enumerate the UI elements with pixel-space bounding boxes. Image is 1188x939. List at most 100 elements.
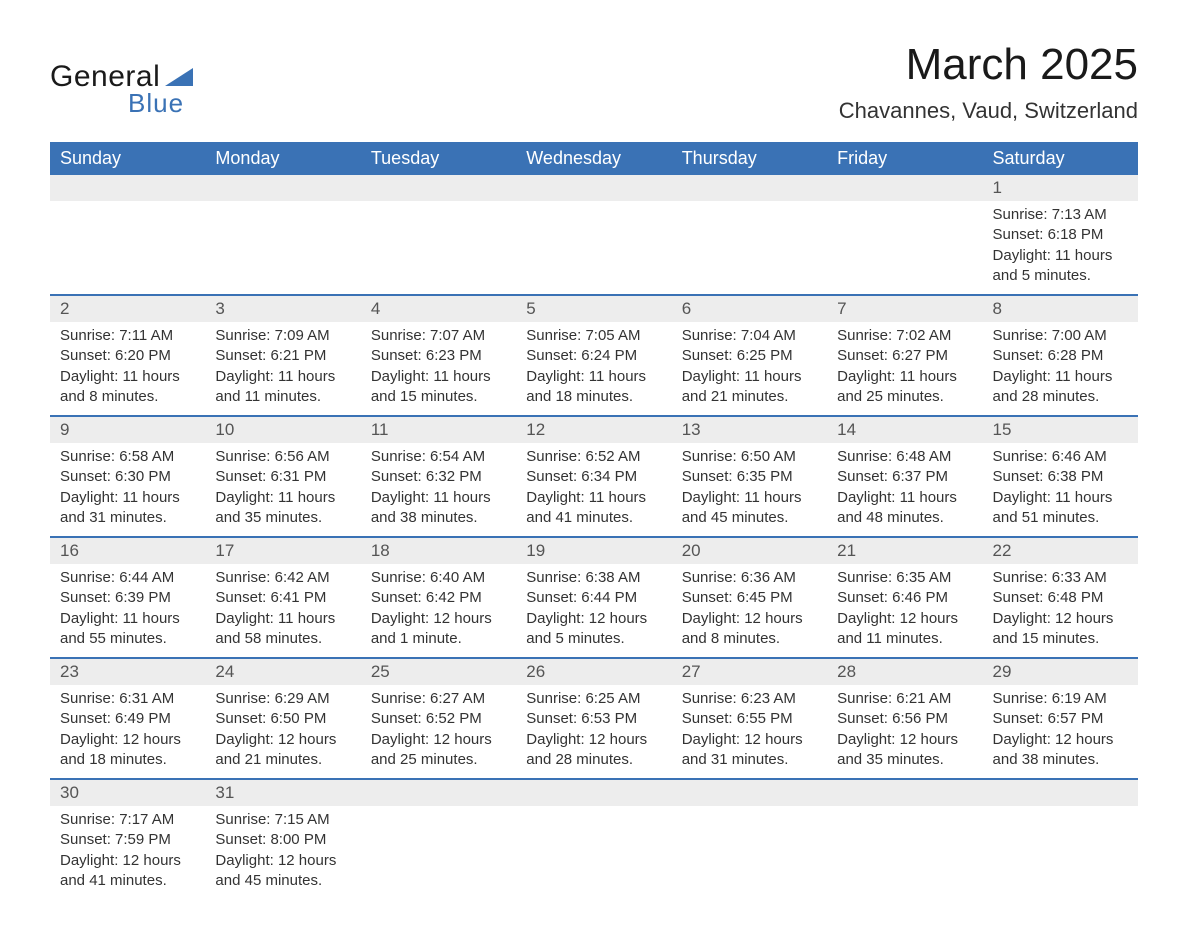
sunrise-text: Sunrise: 7:09 AM xyxy=(215,326,350,346)
sunset-text: Sunset: 6:45 PM xyxy=(682,588,817,608)
sunset-text: Sunset: 6:56 PM xyxy=(837,709,972,729)
day-number-cell: 3 xyxy=(205,295,360,322)
sunset-text: Sunset: 6:57 PM xyxy=(993,709,1128,729)
daylight-text: Daylight: 11 hours and 31 minutes. xyxy=(60,488,195,529)
day-number-cell: 13 xyxy=(672,416,827,443)
sunrise-text: Sunrise: 6:52 AM xyxy=(526,447,661,467)
sunrise-text: Sunrise: 7:05 AM xyxy=(526,326,661,346)
day-detail-cell xyxy=(672,806,827,899)
sunrise-text: Sunrise: 6:44 AM xyxy=(60,568,195,588)
sunset-text: Sunset: 6:42 PM xyxy=(371,588,506,608)
daylight-text: Daylight: 11 hours and 51 minutes. xyxy=(993,488,1128,529)
daylight-text: Daylight: 11 hours and 55 minutes. xyxy=(60,609,195,650)
day-detail-cell: Sunrise: 7:00 AMSunset: 6:28 PMDaylight:… xyxy=(983,322,1138,416)
header: General Blue March 2025 Chavannes, Vaud,… xyxy=(50,40,1138,124)
daylight-text: Daylight: 11 hours and 15 minutes. xyxy=(371,367,506,408)
day-detail-cell: Sunrise: 6:35 AMSunset: 6:46 PMDaylight:… xyxy=(827,564,982,658)
day-detail-cell xyxy=(361,201,516,295)
day-header: Wednesday xyxy=(516,142,671,175)
sunrise-text: Sunrise: 6:35 AM xyxy=(837,568,972,588)
day-number-cell: 25 xyxy=(361,658,516,685)
day-header: Monday xyxy=(205,142,360,175)
sunrise-text: Sunrise: 6:48 AM xyxy=(837,447,972,467)
day-header: Thursday xyxy=(672,142,827,175)
day-number-cell: 8 xyxy=(983,295,1138,322)
day-number-cell: 21 xyxy=(827,537,982,564)
day-detail-cell: Sunrise: 7:02 AMSunset: 6:27 PMDaylight:… xyxy=(827,322,982,416)
day-detail-cell: Sunrise: 7:11 AMSunset: 6:20 PMDaylight:… xyxy=(50,322,205,416)
day-detail-cell: Sunrise: 6:33 AMSunset: 6:48 PMDaylight:… xyxy=(983,564,1138,658)
daylight-text: Daylight: 11 hours and 35 minutes. xyxy=(215,488,350,529)
sunset-text: Sunset: 6:20 PM xyxy=(60,346,195,366)
day-detail-cell: Sunrise: 6:56 AMSunset: 6:31 PMDaylight:… xyxy=(205,443,360,537)
day-number-cell: 15 xyxy=(983,416,1138,443)
calendar-table: SundayMondayTuesdayWednesdayThursdayFrid… xyxy=(50,142,1138,899)
daylight-text: Daylight: 12 hours and 25 minutes. xyxy=(371,730,506,771)
day-detail-cell: Sunrise: 7:17 AMSunset: 7:59 PMDaylight:… xyxy=(50,806,205,899)
sunrise-text: Sunrise: 6:40 AM xyxy=(371,568,506,588)
day-detail-cell xyxy=(516,201,671,295)
day-number-cell: 26 xyxy=(516,658,671,685)
daylight-text: Daylight: 11 hours and 8 minutes. xyxy=(60,367,195,408)
sunrise-text: Sunrise: 6:25 AM xyxy=(526,689,661,709)
sunset-text: Sunset: 6:50 PM xyxy=(215,709,350,729)
daylight-text: Daylight: 12 hours and 45 minutes. xyxy=(215,851,350,892)
day-detail-cell: Sunrise: 6:27 AMSunset: 6:52 PMDaylight:… xyxy=(361,685,516,779)
day-number-cell: 10 xyxy=(205,416,360,443)
day-number-row: 9101112131415 xyxy=(50,416,1138,443)
day-number-cell: 14 xyxy=(827,416,982,443)
sunset-text: Sunset: 6:35 PM xyxy=(682,467,817,487)
location: Chavannes, Vaud, Switzerland xyxy=(839,98,1138,124)
day-detail-cell: Sunrise: 6:38 AMSunset: 6:44 PMDaylight:… xyxy=(516,564,671,658)
sunrise-text: Sunrise: 6:21 AM xyxy=(837,689,972,709)
sunrise-text: Sunrise: 6:19 AM xyxy=(993,689,1128,709)
day-number-cell: 9 xyxy=(50,416,205,443)
day-number-cell xyxy=(983,779,1138,806)
sunrise-text: Sunrise: 7:04 AM xyxy=(682,326,817,346)
day-number-cell: 12 xyxy=(516,416,671,443)
daylight-text: Daylight: 11 hours and 45 minutes. xyxy=(682,488,817,529)
calendar-header-row: SundayMondayTuesdayWednesdayThursdayFrid… xyxy=(50,142,1138,175)
day-number-cell: 16 xyxy=(50,537,205,564)
sunrise-text: Sunrise: 6:58 AM xyxy=(60,447,195,467)
day-detail-cell: Sunrise: 6:40 AMSunset: 6:42 PMDaylight:… xyxy=(361,564,516,658)
logo: General Blue xyxy=(50,60,193,119)
day-number-cell: 23 xyxy=(50,658,205,685)
day-detail-cell xyxy=(205,201,360,295)
daylight-text: Daylight: 11 hours and 38 minutes. xyxy=(371,488,506,529)
day-detail-cell: Sunrise: 6:52 AMSunset: 6:34 PMDaylight:… xyxy=(516,443,671,537)
sunrise-text: Sunrise: 6:50 AM xyxy=(682,447,817,467)
day-number-cell: 5 xyxy=(516,295,671,322)
day-number-cell: 29 xyxy=(983,658,1138,685)
sunrise-text: Sunrise: 6:29 AM xyxy=(215,689,350,709)
sunset-text: Sunset: 6:55 PM xyxy=(682,709,817,729)
day-detail-cell: Sunrise: 6:25 AMSunset: 6:53 PMDaylight:… xyxy=(516,685,671,779)
day-detail-cell: Sunrise: 6:29 AMSunset: 6:50 PMDaylight:… xyxy=(205,685,360,779)
daylight-text: Daylight: 11 hours and 48 minutes. xyxy=(837,488,972,529)
day-detail-cell xyxy=(827,201,982,295)
daylight-text: Daylight: 12 hours and 15 minutes. xyxy=(993,609,1128,650)
day-detail-row: Sunrise: 7:17 AMSunset: 7:59 PMDaylight:… xyxy=(50,806,1138,899)
day-detail-cell xyxy=(983,806,1138,899)
sunrise-text: Sunrise: 7:00 AM xyxy=(993,326,1128,346)
sunrise-text: Sunrise: 7:02 AM xyxy=(837,326,972,346)
sunset-text: Sunset: 6:48 PM xyxy=(993,588,1128,608)
sunset-text: Sunset: 6:37 PM xyxy=(837,467,972,487)
day-number-cell xyxy=(361,175,516,201)
sunrise-text: Sunrise: 6:56 AM xyxy=(215,447,350,467)
day-detail-cell: Sunrise: 6:48 AMSunset: 6:37 PMDaylight:… xyxy=(827,443,982,537)
day-header: Sunday xyxy=(50,142,205,175)
day-detail-cell: Sunrise: 6:42 AMSunset: 6:41 PMDaylight:… xyxy=(205,564,360,658)
day-detail-row: Sunrise: 6:58 AMSunset: 6:30 PMDaylight:… xyxy=(50,443,1138,537)
day-detail-cell: Sunrise: 7:09 AMSunset: 6:21 PMDaylight:… xyxy=(205,322,360,416)
day-number-cell xyxy=(516,779,671,806)
title-block: March 2025 Chavannes, Vaud, Switzerland xyxy=(839,40,1138,124)
day-number-cell: 22 xyxy=(983,537,1138,564)
day-header: Friday xyxy=(827,142,982,175)
day-header: Tuesday xyxy=(361,142,516,175)
daylight-text: Daylight: 11 hours and 21 minutes. xyxy=(682,367,817,408)
day-detail-cell xyxy=(50,201,205,295)
day-number-cell: 4 xyxy=(361,295,516,322)
sunrise-text: Sunrise: 6:33 AM xyxy=(993,568,1128,588)
day-detail-cell: Sunrise: 6:36 AMSunset: 6:45 PMDaylight:… xyxy=(672,564,827,658)
